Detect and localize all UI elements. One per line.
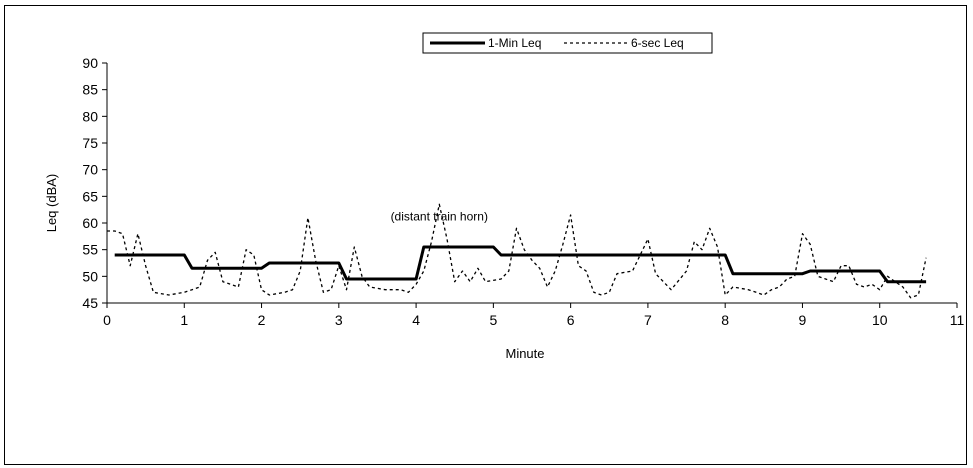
x-tick-label: 9 — [799, 312, 807, 328]
y-tick-label: 70 — [82, 162, 98, 178]
x-tick-label: 4 — [412, 312, 420, 328]
series-layer — [107, 203, 927, 299]
x-tick-label: 5 — [489, 312, 497, 328]
x-axis-title: Minute — [505, 346, 544, 361]
x-axis-ticks: 0 1 2 3 4 5 6 7 8 9 10 11 — [103, 303, 964, 328]
series-6sec-line — [107, 203, 927, 299]
y-axis-ticks: 45 50 55 60 65 70 75 80 85 90 — [82, 55, 107, 311]
y-tick-label: 45 — [82, 295, 98, 311]
x-tick-label: 8 — [721, 312, 729, 328]
x-tick-label: 3 — [335, 312, 343, 328]
y-tick-label: 50 — [82, 268, 98, 284]
x-tick-label: 0 — [103, 312, 111, 328]
y-tick-label: 80 — [82, 108, 98, 124]
annotation-label: (distant train horn) — [391, 209, 488, 223]
y-axis-title: Leq (dBA) — [44, 174, 59, 233]
x-tick-label: 6 — [567, 312, 575, 328]
y-tick-label: 90 — [82, 55, 98, 71]
y-tick-label: 55 — [82, 242, 98, 258]
axes — [106, 63, 957, 304]
y-tick-label: 85 — [82, 82, 98, 98]
x-tick-label: 10 — [872, 312, 888, 328]
x-tick-label: 11 — [950, 312, 965, 328]
x-tick-label: 1 — [180, 312, 188, 328]
series-1min-line — [114, 245, 927, 284]
legend: 1-Min Leq 6-sec Leq — [422, 32, 713, 54]
x-tick-label: 2 — [258, 312, 266, 328]
chart-frame — [4, 5, 967, 465]
x-tick-label: 7 — [644, 312, 652, 328]
legend-label: 1-Min Leq — [488, 36, 541, 50]
legend-label: 6-sec Leq — [631, 36, 684, 50]
y-tick-label: 65 — [82, 188, 98, 204]
y-tick-label: 75 — [82, 135, 98, 151]
legend-box — [422, 32, 713, 54]
annotation-layer: (distant train horn) — [391, 209, 488, 223]
y-tick-label: 60 — [82, 215, 98, 231]
